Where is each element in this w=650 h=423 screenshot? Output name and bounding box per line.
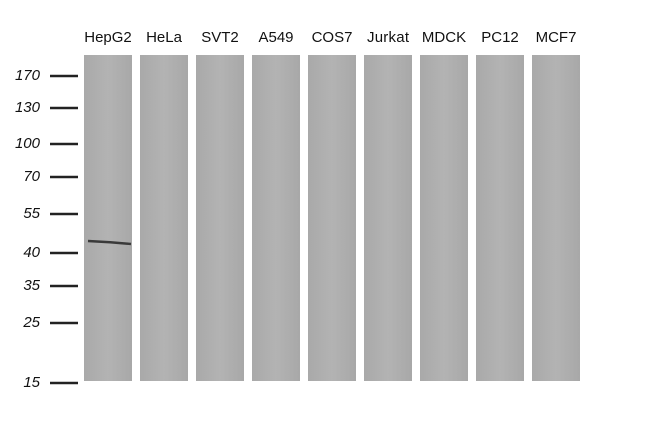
lane-label: A549: [258, 29, 293, 46]
lane-label: COS7: [312, 29, 353, 46]
marker-label: 170: [15, 67, 41, 84]
marker-label: 35: [23, 277, 40, 294]
lane-label: SVT2: [201, 29, 239, 46]
lane-label: HeLa: [146, 29, 183, 46]
marker-label: 55: [23, 205, 40, 222]
marker-label: 70: [23, 168, 40, 185]
marker-label: 100: [15, 135, 41, 152]
lane-label: MDCK: [422, 29, 466, 46]
marker-label: 40: [23, 244, 40, 261]
band: [87, 239, 132, 246]
lane: [420, 55, 468, 381]
lane-label: PC12: [481, 29, 519, 46]
lane: [308, 55, 356, 381]
lane-label: Jurkat: [367, 29, 410, 46]
marker-label: 15: [23, 374, 40, 391]
lane-label: HepG2: [84, 29, 132, 46]
marker-label: 25: [22, 314, 40, 331]
lane: [84, 55, 132, 381]
lane: [476, 55, 524, 381]
lane: [140, 55, 188, 381]
lane: [196, 55, 244, 381]
lane-label: MCF7: [536, 29, 577, 46]
lane: [252, 55, 300, 381]
lane: [532, 55, 580, 381]
marker-label: 130: [15, 99, 41, 116]
lane: [364, 55, 412, 381]
